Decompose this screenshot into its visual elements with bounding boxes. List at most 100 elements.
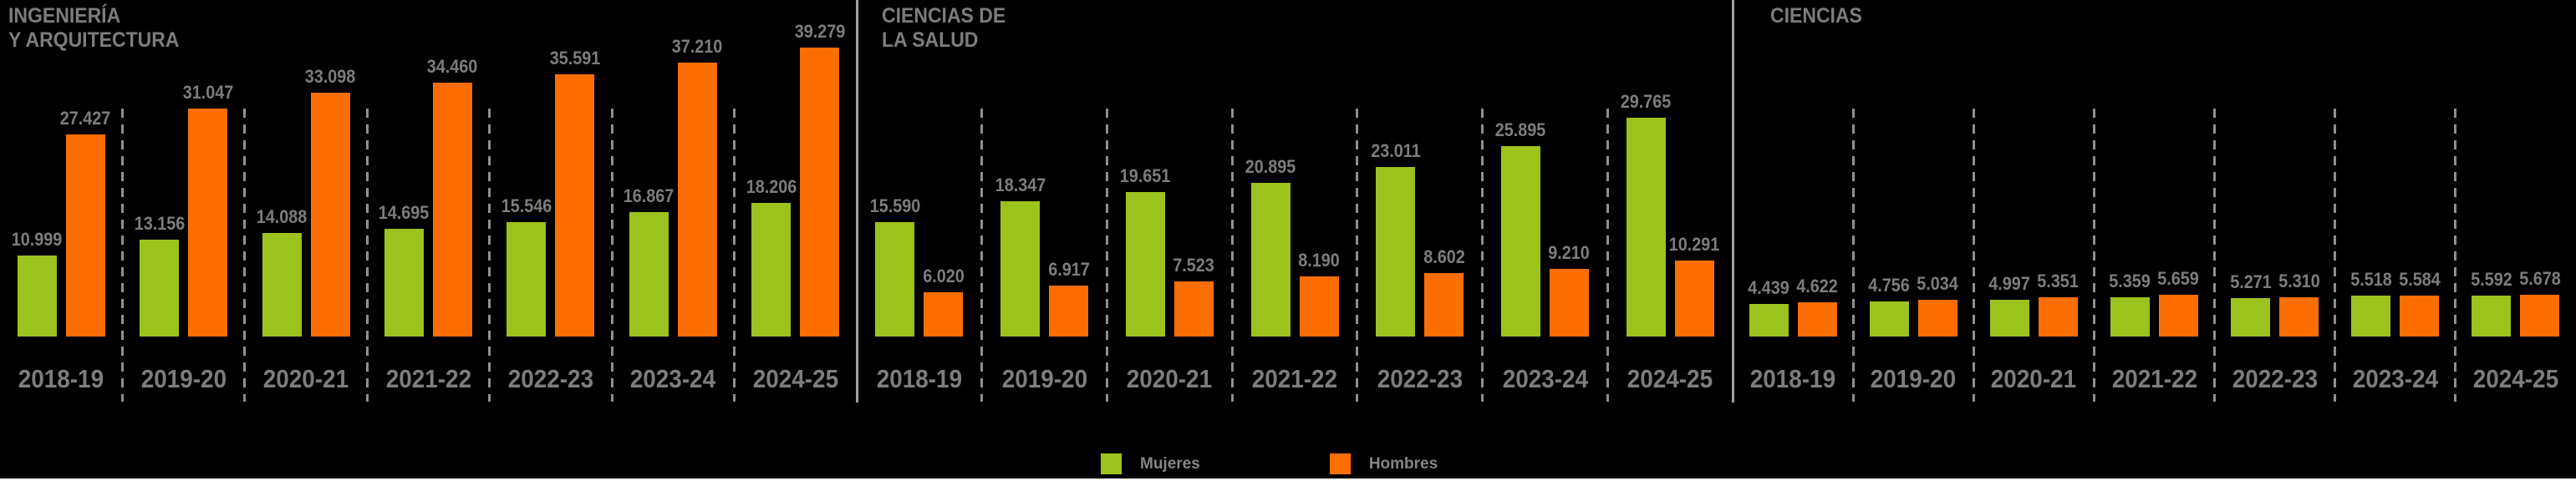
bar-value-label-hombres: 37.210 — [672, 36, 723, 57]
bar-pair: 14.088 33.098 — [245, 0, 367, 337]
year-label: 2019-20 — [1871, 364, 1957, 393]
bar-pair: 5.271 5.310 — [2215, 0, 2335, 337]
year-group: 20.895 8.190 2021-22 — [1232, 0, 1359, 486]
year-group: 4.439 4.622 2018-19 — [1733, 0, 1855, 486]
bar-pair: 25.895 9.210 — [1483, 0, 1608, 337]
dashed-separator — [2454, 109, 2457, 402]
bar-slot-hombres: 5.351 — [2038, 271, 2079, 337]
year-label: 2019-20 — [140, 364, 227, 393]
bar-mujeres — [1376, 167, 1416, 337]
bar-pair: 18.206 39.279 — [735, 0, 857, 337]
year-label: 2020-21 — [1991, 364, 2077, 393]
year-label: 2022-23 — [1377, 364, 1463, 393]
panel-separator-line — [1732, 0, 1734, 402]
panel-title-ingenieria-arquitectura: INGENIERÍA Y ARQUITECTURA — [8, 4, 180, 52]
bar-mujeres — [1250, 183, 1291, 337]
bar-value-label-hombres: 5.310 — [2278, 271, 2320, 291]
bar-slot-mujeres: 23.011 — [1371, 140, 1420, 337]
bar-mujeres — [2351, 296, 2391, 337]
bar-slot-mujeres: 25.895 — [1495, 119, 1546, 337]
legend-label-mujeres: Mujeres — [1140, 454, 1200, 473]
bar-value-label-hombres: 7.523 — [1173, 255, 1215, 276]
bar-slot-hombres: 5.034 — [1917, 273, 1958, 337]
dashed-separator — [243, 109, 247, 402]
bar-value-label-hombres: 5.034 — [1917, 273, 1958, 294]
bottom-white-strip — [0, 478, 2576, 486]
bar-value-label-mujeres: 19.651 — [1120, 165, 1171, 186]
bar-value-label-hombres: 6.917 — [1047, 259, 1090, 280]
bar-pair: 5.592 5.678 — [2456, 0, 2576, 337]
bar-mujeres — [507, 222, 547, 337]
year-label: 2018-19 — [18, 364, 104, 393]
bar-slot-mujeres: 19.651 — [1120, 165, 1171, 337]
bar-value-label-hombres: 35.591 — [549, 48, 601, 68]
bar-slot-hombres: 7.523 — [1173, 255, 1214, 337]
bar-value-label-mujeres: 5.359 — [2109, 271, 2151, 291]
bar-mujeres — [1500, 146, 1540, 337]
bar-pair: 18.347 6.917 — [982, 0, 1107, 337]
bar-hombres — [310, 93, 350, 337]
bar-value-label-mujeres: 14.088 — [256, 206, 308, 227]
bar-slot-hombres: 35.591 — [550, 48, 600, 337]
bar-slot-mujeres: 10.999 — [12, 229, 62, 337]
bar-hombres — [2038, 297, 2078, 337]
bar-mujeres — [2110, 297, 2150, 337]
bar-mujeres — [2472, 296, 2512, 337]
bar-hombres — [677, 63, 717, 337]
bar-mujeres — [140, 240, 180, 337]
bar-slot-mujeres: 4.439 — [1748, 277, 1789, 337]
bar-slot-mujeres: 18.206 — [746, 176, 797, 337]
year-label: 2020-21 — [262, 364, 349, 393]
bar-slot-hombres: 9.210 — [1549, 242, 1590, 337]
year-group: 18.347 6.917 2019-20 — [982, 0, 1108, 486]
bar-slot-hombres: 27.427 — [60, 108, 110, 337]
bar-value-label-mujeres: 4.997 — [1988, 273, 2031, 294]
bar-value-label-mujeres: 18.206 — [746, 176, 797, 197]
bar-value-label-hombres: 5.351 — [2037, 271, 2080, 291]
bar-hombres — [2158, 295, 2198, 337]
bar-value-label-hombres: 33.098 — [304, 66, 356, 87]
bar-mujeres — [1125, 192, 1165, 337]
bar-slot-mujeres: 18.347 — [995, 175, 1046, 337]
year-group: 5.359 5.659 2021-22 — [2094, 0, 2217, 486]
year-group: 4.756 5.034 2019-20 — [1853, 0, 1975, 486]
bar-value-label-hombres: 10.291 — [1668, 234, 1720, 255]
legend-label-hombres: Hombres — [1368, 454, 1438, 473]
year-group: 15.546 35.591 2022-23 — [490, 0, 613, 486]
year-label: 2018-19 — [876, 364, 963, 393]
bar-hombres — [188, 109, 228, 337]
panel-separator-line — [856, 0, 858, 402]
year-group: 16.867 37.210 2023-24 — [612, 0, 736, 486]
bar-hombres — [1674, 261, 1714, 337]
year-label: 2024-25 — [752, 364, 838, 393]
bar-slot-hombres: 5.678 — [2519, 268, 2561, 337]
bar-slot-mujeres: 13.156 — [134, 213, 185, 337]
dashed-separator — [365, 109, 369, 402]
dashed-separator — [1851, 109, 1855, 402]
bar-pair: 10.999 27.427 — [0, 0, 122, 337]
bar-slot-mujeres: 4.756 — [1868, 275, 1910, 337]
mujeres-color-swatch-icon — [1101, 453, 1122, 474]
legend-item-mujeres: Mujeres — [1101, 453, 1200, 474]
bar-slot-hombres: 33.098 — [305, 66, 355, 337]
dashed-separator — [1481, 109, 1484, 402]
bar-slot-mujeres: 14.695 — [379, 202, 430, 337]
bar-slot-hombres: 37.210 — [672, 36, 723, 337]
dashed-separator — [120, 109, 124, 402]
dashed-separator — [1230, 109, 1234, 402]
year-label: 2020-21 — [1127, 364, 1213, 393]
bar-mujeres — [751, 203, 792, 337]
bar-value-label-mujeres: 10.999 — [11, 229, 63, 250]
bar-hombres — [1917, 300, 1957, 337]
bar-hombres — [65, 134, 105, 337]
year-label: 2021-22 — [2111, 364, 2197, 393]
panel-ingenieria-arquitectura: INGENIERÍA Y ARQUITECTURA 10.999 27.427 2… — [0, 0, 857, 486]
year-group: 18.206 39.279 2024-25 — [735, 0, 857, 486]
bar-slot-hombres: 8.602 — [1423, 246, 1465, 337]
legend-item-hombres: Hombres — [1329, 453, 1438, 474]
dashed-separator — [1105, 109, 1108, 402]
bar-value-label-mujeres: 4.439 — [1748, 277, 1789, 298]
bar-slot-mujeres: 29.765 — [1621, 91, 1671, 337]
bar-slot-hombres: 6.917 — [1048, 259, 1089, 337]
